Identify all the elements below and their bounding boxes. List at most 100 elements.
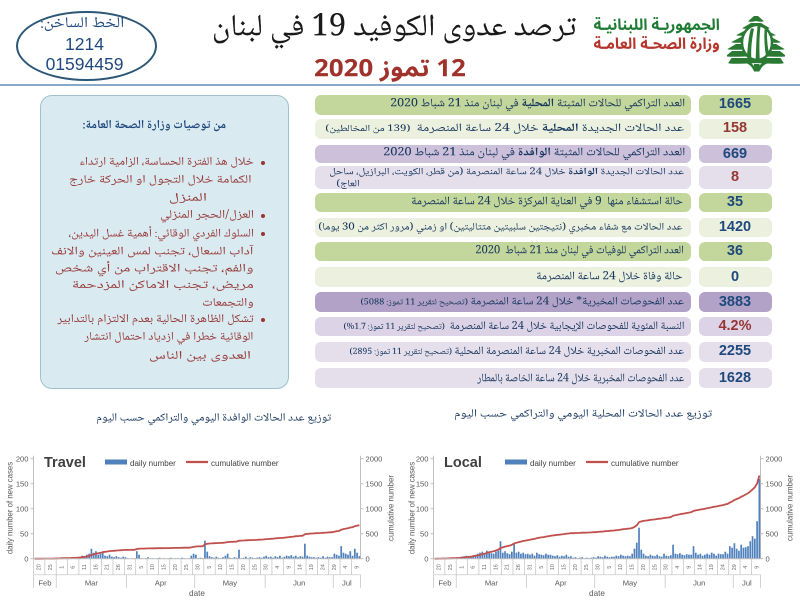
svg-text:26: 26 xyxy=(516,564,522,570)
svg-text:cumulative number: cumulative number xyxy=(387,475,396,541)
svg-text:25: 25 xyxy=(652,564,658,570)
svg-text:5: 5 xyxy=(539,566,545,569)
svg-text:0: 0 xyxy=(424,554,428,563)
svg-text:30: 30 xyxy=(264,564,270,570)
svg-text:10: 10 xyxy=(550,564,556,570)
svg-text:31: 31 xyxy=(527,564,533,570)
svg-text:1000: 1000 xyxy=(366,504,383,513)
svg-text:date: date xyxy=(189,589,205,598)
svg-text:Jun: Jun xyxy=(293,579,305,588)
svg-text:25: 25 xyxy=(184,564,190,570)
svg-text:9: 9 xyxy=(686,566,692,569)
svg-text:100: 100 xyxy=(16,504,29,513)
svg-text:Jul: Jul xyxy=(742,579,752,588)
svg-text:500: 500 xyxy=(366,529,379,538)
svg-text:14: 14 xyxy=(298,564,304,570)
svg-text:1500: 1500 xyxy=(366,479,383,488)
svg-text:Feb: Feb xyxy=(38,579,51,588)
svg-text:Jul: Jul xyxy=(342,579,352,588)
svg-text:50: 50 xyxy=(420,529,428,538)
svg-text:15: 15 xyxy=(230,564,236,570)
svg-text:9: 9 xyxy=(755,566,761,569)
svg-text:daily number: daily number xyxy=(130,459,176,468)
svg-text:Jun: Jun xyxy=(693,579,705,588)
svg-text:Apr: Apr xyxy=(555,579,567,588)
svg-text:4: 4 xyxy=(675,566,681,569)
svg-text:200: 200 xyxy=(416,454,429,463)
svg-text:14: 14 xyxy=(698,564,704,570)
svg-text:25: 25 xyxy=(48,564,54,570)
svg-text:cumulative number: cumulative number xyxy=(211,459,279,468)
svg-text:Feb: Feb xyxy=(438,579,451,588)
svg-text:25: 25 xyxy=(252,564,258,570)
svg-text:10: 10 xyxy=(150,564,156,570)
svg-text:29: 29 xyxy=(732,564,738,570)
svg-text:21: 21 xyxy=(505,564,511,570)
svg-text:daily number of new cases: daily number of new cases xyxy=(408,462,417,554)
svg-text:20: 20 xyxy=(437,564,443,570)
svg-text:6: 6 xyxy=(71,566,77,569)
svg-text:10: 10 xyxy=(218,564,224,570)
svg-text:200: 200 xyxy=(16,454,29,463)
svg-text:20: 20 xyxy=(173,564,179,570)
svg-text:4: 4 xyxy=(275,566,281,569)
svg-text:19: 19 xyxy=(709,564,715,570)
svg-text:4: 4 xyxy=(343,566,349,569)
svg-text:21: 21 xyxy=(105,564,111,570)
svg-text:cumulative number: cumulative number xyxy=(786,475,795,541)
svg-text:date: date xyxy=(589,589,605,598)
svg-text:30: 30 xyxy=(664,564,670,570)
svg-text:20: 20 xyxy=(641,564,647,570)
svg-text:24: 24 xyxy=(720,564,726,570)
svg-text:31: 31 xyxy=(127,564,133,570)
svg-text:25: 25 xyxy=(448,564,454,570)
svg-text:0: 0 xyxy=(766,554,770,563)
svg-text:29: 29 xyxy=(332,564,338,570)
svg-text:20: 20 xyxy=(573,564,579,570)
svg-text:19: 19 xyxy=(309,564,315,570)
svg-text:24: 24 xyxy=(320,564,326,570)
svg-text:11: 11 xyxy=(482,564,488,570)
svg-text:1: 1 xyxy=(459,566,465,569)
svg-text:Apr: Apr xyxy=(155,579,167,588)
svg-text:6: 6 xyxy=(471,566,477,569)
svg-text:500: 500 xyxy=(766,529,779,538)
svg-text:9: 9 xyxy=(286,566,292,569)
svg-text:Local: Local xyxy=(444,455,482,471)
svg-text:2000: 2000 xyxy=(366,454,383,463)
svg-text:50: 50 xyxy=(20,529,28,538)
svg-text:150: 150 xyxy=(416,479,429,488)
svg-text:16: 16 xyxy=(493,564,499,570)
svg-text:5: 5 xyxy=(207,566,213,569)
svg-text:15: 15 xyxy=(562,564,568,570)
svg-text:daily number: daily number xyxy=(530,459,576,468)
svg-text:10: 10 xyxy=(618,564,624,570)
svg-text:4: 4 xyxy=(743,566,749,569)
svg-text:0: 0 xyxy=(24,554,28,563)
svg-text:16: 16 xyxy=(93,564,99,570)
svg-text:11: 11 xyxy=(82,564,88,570)
svg-text:26: 26 xyxy=(116,564,122,570)
svg-text:15: 15 xyxy=(630,564,636,570)
svg-text:15: 15 xyxy=(162,564,168,570)
svg-text:20: 20 xyxy=(37,564,43,570)
svg-text:1500: 1500 xyxy=(766,479,783,488)
svg-text:daily number of new cases: daily number of new cases xyxy=(6,462,15,554)
svg-text:May: May xyxy=(623,579,638,588)
svg-text:20: 20 xyxy=(241,564,247,570)
svg-text:30: 30 xyxy=(196,564,202,570)
svg-text:9: 9 xyxy=(355,566,361,569)
svg-text:Travel: Travel xyxy=(44,455,86,471)
svg-text:0: 0 xyxy=(366,554,370,563)
svg-text:1: 1 xyxy=(59,566,65,569)
svg-text:100: 100 xyxy=(416,504,429,513)
svg-text:cumulative number: cumulative number xyxy=(611,459,679,468)
svg-text:5: 5 xyxy=(139,566,145,569)
svg-text:1000: 1000 xyxy=(766,504,783,513)
svg-text:25: 25 xyxy=(584,564,590,570)
svg-text:5: 5 xyxy=(607,566,613,569)
svg-text:May: May xyxy=(223,579,238,588)
svg-text:30: 30 xyxy=(596,564,602,570)
svg-text:Mar: Mar xyxy=(85,579,99,588)
svg-text:150: 150 xyxy=(16,479,29,488)
